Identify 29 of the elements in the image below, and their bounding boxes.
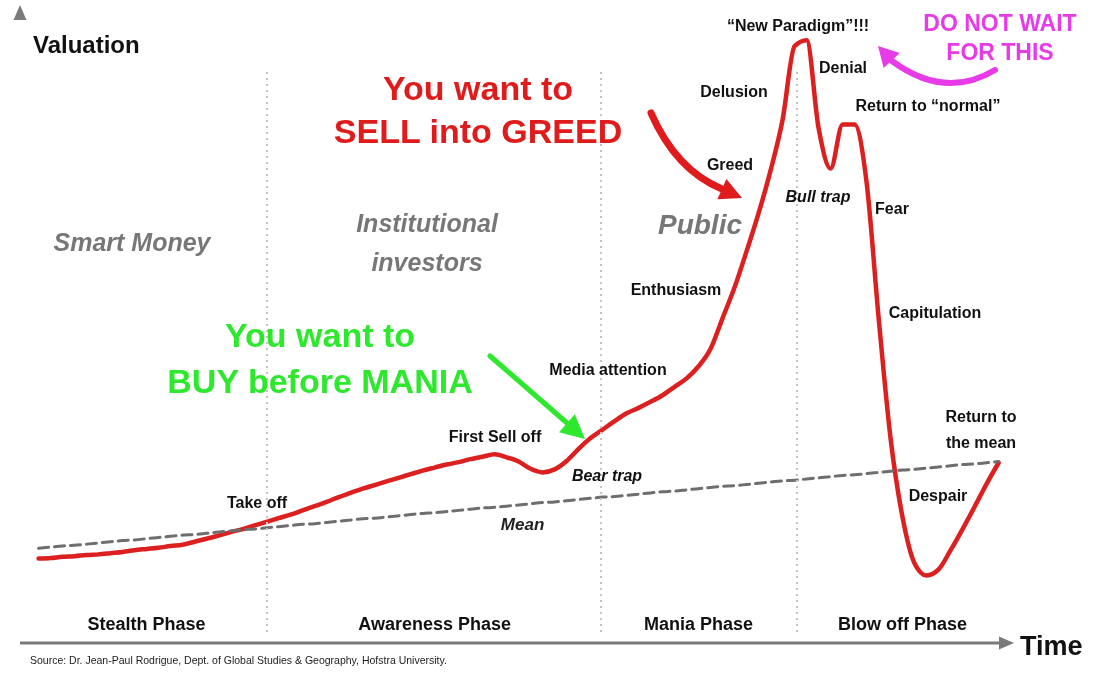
- annotation: Return to “normal”: [855, 96, 1001, 114]
- text: “New Paradigm”!!!: [726, 16, 870, 34]
- series-label: Mean: [500, 515, 545, 535]
- annotation: Smart Money: [53, 228, 212, 256]
- x-tick-label: Awareness Phase: [358, 614, 511, 634]
- annotation: You want to BUY before MANIA: [167, 316, 473, 400]
- annotation: Return to the mean: [945, 407, 1017, 451]
- annotation: Bear trap: [571, 466, 643, 484]
- annotation: Media attention: [549, 360, 667, 378]
- annotation: Denial: [818, 58, 868, 76]
- annotation: Capitulation: [888, 303, 982, 321]
- x-tick-label: Blow off Phase: [838, 614, 968, 634]
- annotation: Despair: [908, 486, 968, 504]
- source-note: Source: Dr. Jean-Paul Rodrigue, Dept. of Global Studies & Geography, Hofstra University.: [30, 654, 447, 666]
- annotation: First Sell off: [448, 427, 542, 445]
- annotation: Delusion: [700, 82, 768, 100]
- x-tick-label: Mania Phase: [644, 614, 754, 634]
- annotation: DO NOT WAIT FOR THIS: [923, 9, 1077, 65]
- annotation: Enthusiasm: [630, 280, 722, 298]
- annotation: Public: [657, 208, 743, 240]
- annotation: Fear: [875, 199, 909, 217]
- x-axis-title: Time: [1020, 631, 1083, 661]
- annotation: You want to SELL into GREED: [333, 68, 623, 150]
- y-axis-title: Valuation: [33, 30, 140, 58]
- annotation: Institutional investors: [356, 208, 499, 276]
- annotation: Bull trap: [785, 187, 851, 205]
- annotation: Take off: [226, 493, 288, 511]
- annotation: Greed: [706, 155, 754, 173]
- x-tick-label: Stealth Phase: [87, 614, 206, 634]
